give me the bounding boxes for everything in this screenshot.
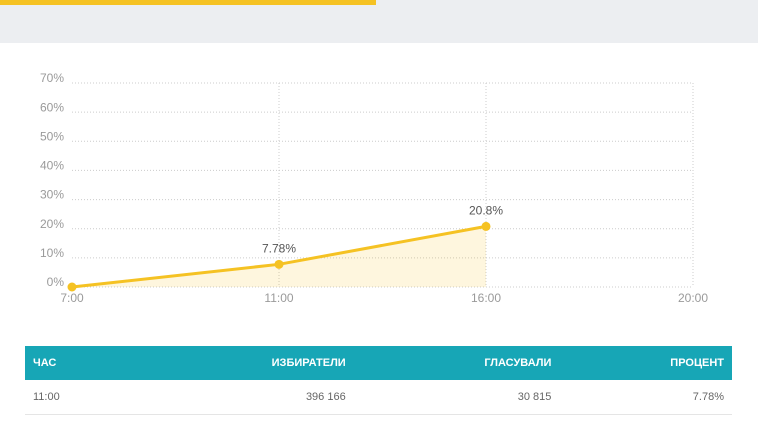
column-header: ГЛАСУВАЛИ — [353, 346, 560, 380]
table-body: 11:00 396 166 30 815 7.78% — [25, 380, 732, 415]
y-tick-label: 60% — [40, 100, 64, 114]
table-cell: 396 166 — [130, 380, 354, 415]
column-header: ПРОЦЕНТ — [559, 346, 732, 380]
y-tick-label: 20% — [40, 217, 64, 231]
progress-bar — [0, 0, 376, 5]
results-table: ЧАС ИЗБИРАТЕЛИ ГЛАСУВАЛИ ПРОЦЕНТ 11:00 396 1… — [25, 346, 732, 415]
y-tick-label: 50% — [40, 129, 64, 143]
line-area — [72, 226, 486, 287]
x-tick-label: 7:00 — [60, 291, 84, 305]
y-tick-label: 0% — [47, 275, 65, 289]
table-cell: 7.78% — [559, 380, 732, 415]
y-tick-label: 70% — [40, 71, 64, 85]
data-label: 20.8% — [469, 204, 503, 218]
point — [274, 259, 284, 269]
y-tick-label: 10% — [40, 246, 64, 260]
chart: 0% 10% 20% 30% 40% 50% 60% 70% 7:00 11:00 16:00 20:… — [40, 71, 708, 305]
column-header: ИЗБИРАТЕЛИ — [130, 346, 354, 380]
y-tick-label: 40% — [40, 159, 64, 173]
table-header: ЧАС ИЗБИРАТЕЛИ ГЛАСУВАЛИ ПРОЦЕНТ — [25, 346, 732, 380]
data-label: 7.78% — [262, 241, 296, 255]
point — [481, 221, 491, 231]
y-tick-label: 30% — [40, 188, 64, 202]
table-cell: 30 815 — [353, 380, 560, 415]
x-tick-label: 20:00 — [678, 291, 708, 305]
x-tick-label: 16:00 — [471, 291, 501, 305]
point — [67, 282, 77, 292]
x-tick-label: 11:00 — [264, 291, 293, 305]
column-header: ЧАС — [25, 346, 131, 380]
header-bar — [0, 0, 758, 43]
table-row: 11:00 396 166 30 815 7.78% — [25, 380, 732, 415]
table-cell: 11:00 — [25, 380, 131, 415]
